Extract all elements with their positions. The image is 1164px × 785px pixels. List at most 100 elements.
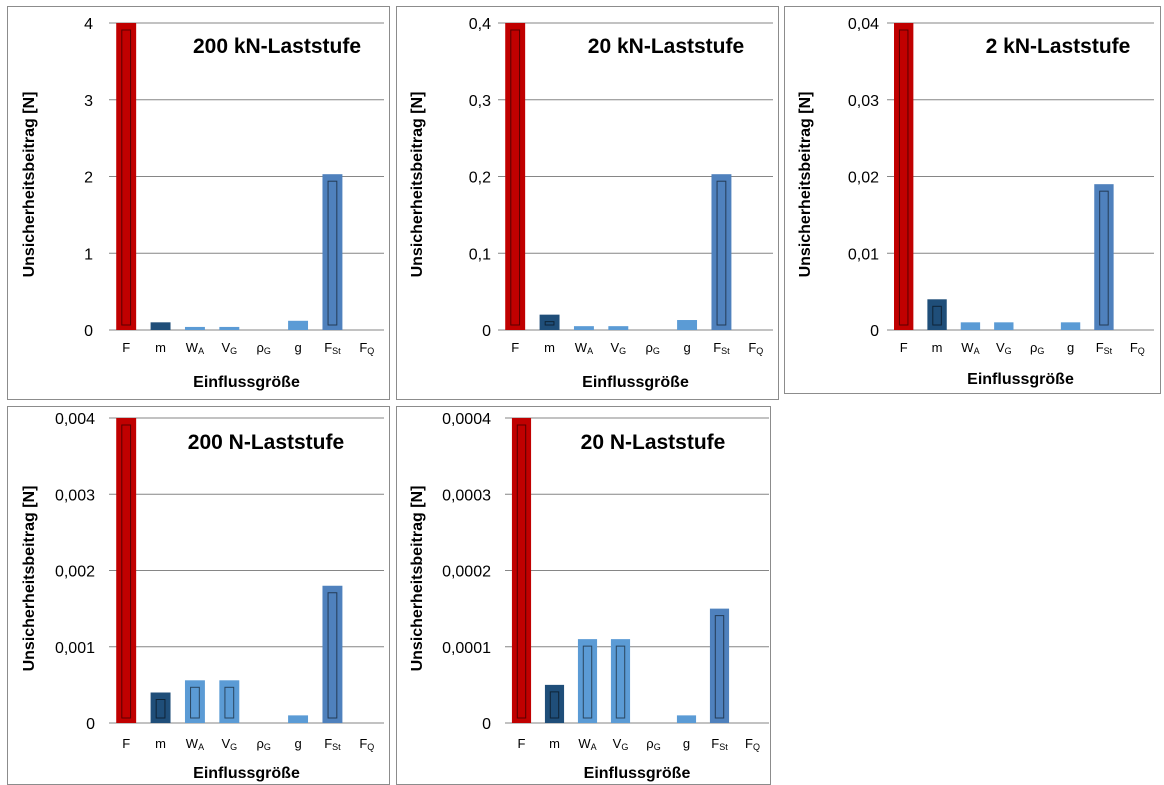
bar-inner-outline xyxy=(121,29,132,326)
y-tick-label: 0 xyxy=(86,716,95,733)
x-tick-label: VG xyxy=(221,340,237,356)
x-tick-label: FQ xyxy=(1130,340,1145,356)
y-tick-label: 0,0002 xyxy=(442,564,491,581)
bar-VG xyxy=(610,639,631,723)
bar-inner-outline xyxy=(898,29,909,326)
y-tick-label: 0 xyxy=(482,716,491,733)
y-tick-label: 0,4 xyxy=(469,16,491,33)
x-tick-label: FSt xyxy=(324,736,341,752)
x-tick-label: F xyxy=(122,736,130,751)
y-tick-label: 0,003 xyxy=(55,487,95,504)
x-tick-label: ρG xyxy=(256,340,270,356)
bar-VG xyxy=(219,680,240,723)
y-tick-label: 0,002 xyxy=(55,564,95,581)
x-tick-label: g xyxy=(1067,340,1074,355)
chart-title: 200 N-Laststufe xyxy=(188,431,344,454)
y-tick-label: 3 xyxy=(84,93,93,110)
x-tick-label: ρG xyxy=(645,340,659,356)
bar-inner-outline xyxy=(1099,190,1109,326)
x-tick-label: m xyxy=(932,340,943,355)
x-tick-label: m xyxy=(549,736,560,751)
x-tick-label: m xyxy=(155,736,166,751)
y-tick-label: 4 xyxy=(84,16,93,33)
bar-inner-outline xyxy=(327,592,338,719)
x-tick-label: WA xyxy=(961,340,979,356)
x-tick-label: g xyxy=(294,736,301,751)
x-tick-label: FQ xyxy=(748,340,763,356)
x-tick-label: VG xyxy=(613,736,629,752)
bar-m xyxy=(150,692,171,723)
x-tick-label: FQ xyxy=(359,736,374,752)
x-tick-label: F xyxy=(511,340,519,355)
y-tick-label: 0 xyxy=(482,323,491,340)
chart-svg: 0 0,001 0,002 0,003 0,004 F m WA VG ρG g FSt FQ 200 N… xyxy=(7,406,390,785)
y-axis-label: Unsicherheitsbeitrag [N] xyxy=(409,486,426,672)
x-tick-label: FSt xyxy=(711,736,728,752)
x-tick-label: VG xyxy=(996,340,1012,356)
x-tick-label: VG xyxy=(221,736,237,752)
x-tick-label: FSt xyxy=(324,340,341,356)
bar-inner-outline xyxy=(224,686,235,719)
bar-g xyxy=(676,715,697,723)
y-tick-label: 0 xyxy=(84,323,93,340)
bar-inner-outline xyxy=(615,645,626,719)
x-tick-label: FQ xyxy=(359,340,374,356)
bar-WA xyxy=(184,326,205,330)
x-axis-label: Einflussgröße xyxy=(582,374,689,391)
bar-F xyxy=(116,418,137,723)
y-tick-label: 1 xyxy=(84,246,93,263)
chart-svg: 0 1 2 3 4 F m WA VG ρG g FSt FQ 200 kN-Laststufe Einfl… xyxy=(7,6,390,400)
x-tick-label: WA xyxy=(578,736,596,752)
y-tick-label: 0,004 xyxy=(55,411,95,428)
x-tick-label: WA xyxy=(186,340,204,356)
y-tick-label: 0,0004 xyxy=(442,411,491,428)
bar-m xyxy=(544,684,565,723)
y-tick-label: 0,0001 xyxy=(442,640,491,657)
x-tick-label: WA xyxy=(186,736,204,752)
x-tick-label: g xyxy=(294,340,301,355)
bar-inner-outline xyxy=(516,424,527,719)
y-tick-label: 0,04 xyxy=(848,16,879,33)
bar-FSt xyxy=(711,174,732,330)
bar-inner-outline xyxy=(155,699,166,719)
bar-inner-outline xyxy=(190,686,200,719)
bar-F xyxy=(116,23,137,330)
bar-FSt xyxy=(709,608,730,723)
chart-svg: 0 0,01 0,02 0,03 0,04 F m WA VG ρG g FSt FQ 2 kN-Last… xyxy=(784,6,1161,394)
y-tick-label: 0 xyxy=(870,323,879,340)
y-tick-label: 0,3 xyxy=(469,93,491,110)
bar-inner-outline xyxy=(932,305,942,326)
y-axis-label: Unsicherheitsbeitrag [N] xyxy=(409,92,426,278)
x-tick-label: g xyxy=(683,736,690,751)
y-tick-label: 0,02 xyxy=(848,170,879,187)
x-tick-label: F xyxy=(518,736,526,751)
bar-inner-outline xyxy=(716,180,727,326)
bar-FSt xyxy=(1094,184,1114,330)
x-axis-label: Einflussgröße xyxy=(193,374,300,391)
bar-inner-outline xyxy=(549,691,560,719)
bar-WA xyxy=(577,639,598,723)
x-tick-label: VG xyxy=(610,340,626,356)
bar-g xyxy=(1060,322,1081,330)
x-tick-label: FSt xyxy=(1096,340,1113,356)
x-tick-label: FQ xyxy=(745,736,760,752)
x-axis-label: Einflussgröße xyxy=(193,765,300,782)
y-tick-label: 0,1 xyxy=(469,246,491,263)
y-tick-label: 0,01 xyxy=(848,246,879,263)
x-tick-label: m xyxy=(155,340,166,355)
bar-m xyxy=(150,322,171,330)
bar-inner-outline xyxy=(714,615,725,719)
bar-VG xyxy=(994,322,1014,330)
bar-inner-outline xyxy=(510,29,521,326)
chart-title: 200 kN-Laststufe xyxy=(193,35,361,58)
bar-FSt xyxy=(322,585,343,723)
bar-VG xyxy=(219,326,240,330)
x-axis-label: Einflussgröße xyxy=(967,371,1074,388)
bar-inner-outline xyxy=(327,180,338,326)
bar-WA xyxy=(184,680,205,723)
chart-title: 2 kN-Laststufe xyxy=(986,35,1131,58)
bar-m xyxy=(539,314,560,330)
